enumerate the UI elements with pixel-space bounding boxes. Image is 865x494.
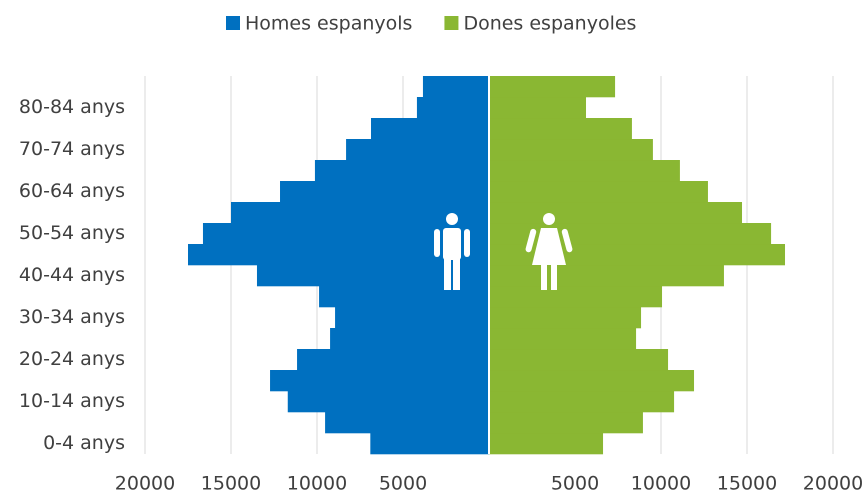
bar	[489, 370, 695, 392]
bar	[489, 265, 724, 287]
male-icon	[434, 213, 470, 290]
bar	[297, 349, 489, 371]
x-tick-label: 20000	[115, 473, 175, 494]
bar	[489, 307, 642, 329]
y-tick-label: 80-84 anys	[19, 96, 125, 118]
x-tick-label: 15000	[717, 473, 777, 494]
bar	[231, 202, 489, 224]
y-tick-label: 0-4 anys	[43, 432, 125, 454]
legend-swatch	[444, 16, 459, 30]
bar	[489, 202, 743, 224]
bar	[489, 97, 587, 119]
bar	[330, 328, 489, 350]
y-tick-label: 40-44 anys	[19, 264, 125, 286]
bar	[335, 307, 489, 329]
bar	[489, 139, 653, 161]
bar	[489, 328, 637, 350]
bar	[489, 76, 616, 98]
y-tick-label: 20-24 anys	[19, 348, 125, 370]
bar	[270, 370, 489, 392]
x-tick-label: 10000	[287, 473, 347, 494]
y-tick-label: 30-34 anys	[19, 306, 125, 328]
bar	[256, 265, 489, 287]
bar	[416, 97, 489, 119]
x-tick-label: 5000	[551, 473, 599, 494]
female-icon	[525, 213, 573, 290]
x-tick-label: 20000	[803, 473, 863, 494]
bar	[489, 160, 680, 182]
bar	[287, 391, 489, 413]
bar	[346, 139, 489, 161]
legend-label: Dones espanyoles	[463, 13, 636, 35]
y-tick-label: 50-54 anys	[19, 222, 125, 244]
x-tick-label: 5000	[379, 473, 427, 494]
bar	[319, 286, 489, 308]
bar	[371, 118, 489, 140]
bar	[489, 118, 632, 140]
bar	[489, 433, 604, 455]
bar	[489, 349, 669, 371]
bar	[280, 181, 489, 203]
bar	[314, 160, 489, 182]
y-tick-label: 60-64 anys	[19, 180, 125, 202]
legend-label: Homes espanyols	[245, 13, 412, 35]
x-tick-label: 15000	[201, 473, 261, 494]
bar	[325, 412, 489, 434]
bar	[202, 223, 490, 245]
y-tick-label: 70-74 anys	[19, 138, 125, 160]
bar	[489, 286, 663, 308]
bar	[370, 433, 489, 455]
bar	[489, 412, 643, 434]
bar	[489, 391, 675, 413]
legend-swatch	[226, 16, 240, 30]
bar	[489, 181, 708, 203]
bar	[422, 76, 489, 98]
bar	[188, 244, 489, 266]
x-tick-label: 10000	[631, 473, 691, 494]
y-tick-label: 10-14 anys	[19, 390, 125, 412]
